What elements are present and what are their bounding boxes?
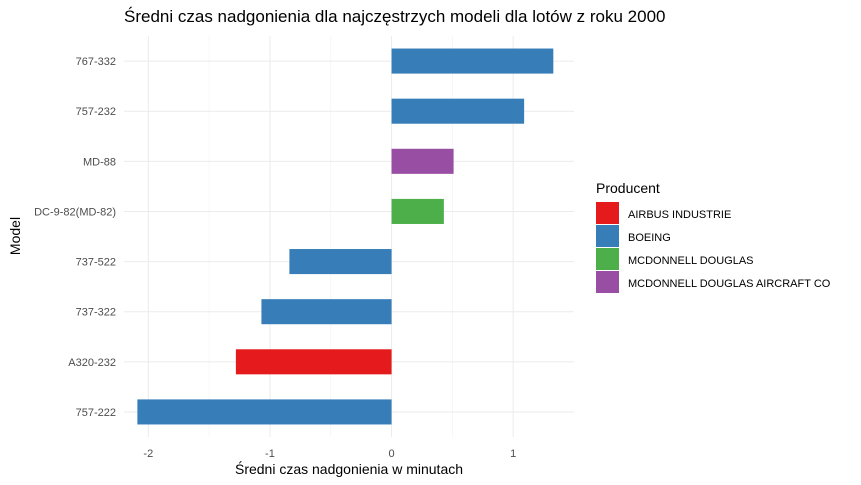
bar-737-522 bbox=[289, 249, 392, 275]
bar-767-332 bbox=[391, 48, 554, 74]
y-tick-label: 767-332 bbox=[76, 56, 116, 68]
bar-757-232 bbox=[391, 98, 525, 124]
x-tick-label: 0 bbox=[389, 448, 395, 460]
y-tick-label: 757-222 bbox=[76, 407, 116, 419]
grid bbox=[124, 36, 574, 437]
bar-a320-232 bbox=[235, 349, 392, 375]
legend-swatch bbox=[596, 202, 619, 224]
legend-swatch bbox=[596, 271, 619, 293]
y-tick-label: 757-232 bbox=[76, 106, 116, 118]
bar-md-88 bbox=[391, 148, 454, 174]
legend-label: MCDONNELL DOUGLAS AIRCRAFT CO bbox=[628, 278, 831, 290]
bar-dc-9-82-md-82- bbox=[391, 198, 444, 224]
y-tick-label: 737-322 bbox=[76, 307, 116, 319]
chart-title: Średni czas nadgonienia dla najczęstrzyc… bbox=[124, 7, 665, 26]
legend-label: MCDONNELL DOUGLAS bbox=[628, 255, 754, 267]
y-axis-title: Model bbox=[7, 217, 23, 255]
y-tick-label: DC-9-82(MD-82) bbox=[34, 206, 116, 218]
legend-swatch bbox=[596, 225, 619, 247]
x-tick-label: -2 bbox=[143, 448, 153, 460]
x-axis-title: Średni czas nadgonienia w minutach bbox=[235, 460, 463, 477]
bar-757-222 bbox=[137, 399, 392, 425]
legend-label: BOEING bbox=[628, 232, 671, 244]
bar-737-322 bbox=[261, 299, 392, 325]
legend-label: AIRBUS INDUSTRIE bbox=[628, 209, 731, 221]
y-tick-labels: 767-332 757-232 MD-88 DC-9-82(MD-82) 737-522… bbox=[34, 56, 116, 419]
bars bbox=[137, 48, 554, 425]
y-tick-label: 737-522 bbox=[76, 257, 116, 269]
legend-swatch bbox=[596, 248, 619, 270]
legend: Producent AIRBUS INDUSTRIE BOEING MCDONNEL… bbox=[596, 180, 831, 293]
x-tick-labels: -2 -1 0 1 bbox=[143, 448, 516, 460]
x-tick-label: 1 bbox=[510, 448, 516, 460]
legend-items: AIRBUS INDUSTRIE BOEING MCDONNELL DOUGLAS M… bbox=[596, 202, 831, 293]
x-tick-label: -1 bbox=[265, 448, 275, 460]
y-tick-label: A320-232 bbox=[68, 357, 116, 369]
legend-title: Producent bbox=[596, 180, 660, 196]
y-tick-label: MD-88 bbox=[83, 156, 116, 168]
